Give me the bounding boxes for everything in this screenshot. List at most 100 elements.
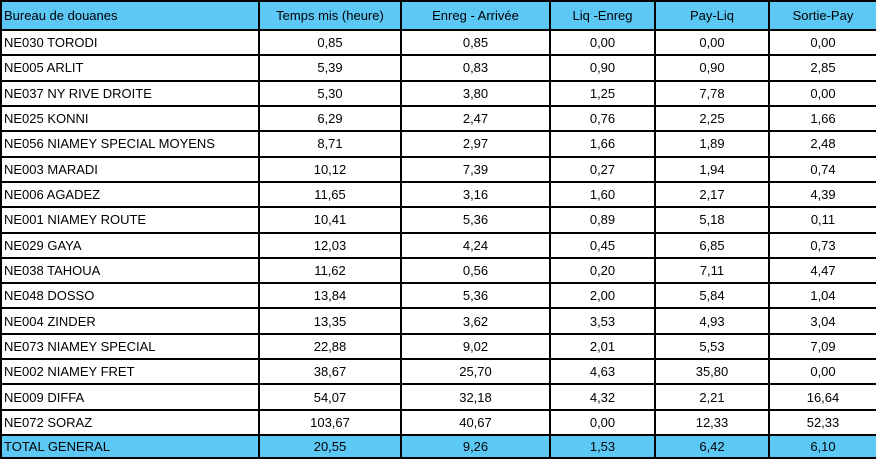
bureau-cell: NE029 GAYA bbox=[0, 231, 260, 259]
bureau-cell: NE025 KONNI bbox=[0, 104, 260, 133]
temps-mis-cell: 54,07 bbox=[258, 383, 402, 411]
liq-enreg-cell: 4,32 bbox=[549, 383, 656, 411]
table-row: NE009 DIFFA 54,07 32,18 4,32 2,21 16,64 bbox=[0, 383, 876, 411]
liq-enreg-cell: 1,25 bbox=[549, 79, 656, 107]
total-row: TOTAL GENERAL 20,55 9,26 1,53 6,42 6,10 bbox=[0, 434, 876, 459]
total-temps-mis: 20,55 bbox=[258, 434, 402, 459]
bureau-cell: NE006 AGADEZ bbox=[0, 180, 260, 209]
header-row: Bureau de douanes Temps mis (heure) Enre… bbox=[0, 0, 876, 31]
bureau-cell: NE030 TORODI bbox=[0, 28, 260, 57]
temps-mis-cell: 12,03 bbox=[258, 231, 402, 259]
header-bureau: Bureau de douanes bbox=[0, 0, 260, 31]
sortie-pay-cell: 52,33 bbox=[768, 408, 876, 437]
enreg-arrivee-cell: 5,36 bbox=[400, 282, 551, 310]
pay-liq-cell: 1,89 bbox=[654, 130, 770, 158]
liq-enreg-cell: 0,00 bbox=[549, 28, 656, 57]
total-pay-liq: 6,42 bbox=[654, 434, 770, 459]
sortie-pay-cell: 16,64 bbox=[768, 383, 876, 411]
table-row: NE073 NIAMEY SPECIAL 22,88 9,02 2,01 5,53 7,0… bbox=[0, 332, 876, 361]
sortie-pay-cell: 1,66 bbox=[768, 104, 876, 133]
enreg-arrivee-cell: 7,39 bbox=[400, 155, 551, 183]
total-liq-enreg: 1,53 bbox=[549, 434, 656, 459]
table-row: NE030 TORODI 0,85 0,85 0,00 0,00 0,00 bbox=[0, 28, 876, 57]
bureau-cell: NE004 ZINDER bbox=[0, 307, 260, 335]
liq-enreg-cell: 3,53 bbox=[549, 307, 656, 335]
enreg-arrivee-cell: 0,56 bbox=[400, 256, 551, 285]
table-row: NE048 DOSSO 13,84 5,36 2,00 5,84 1,04 bbox=[0, 282, 876, 310]
temps-mis-cell: 11,65 bbox=[258, 180, 402, 209]
header-pay-liq: Pay-Liq bbox=[654, 0, 770, 31]
bureau-cell: NE009 DIFFA bbox=[0, 383, 260, 411]
sortie-pay-cell: 0,73 bbox=[768, 231, 876, 259]
bureau-cell: NE005 ARLIT bbox=[0, 54, 260, 82]
pay-liq-cell: 0,00 bbox=[654, 28, 770, 57]
bureau-cell: NE003 MARADI bbox=[0, 155, 260, 183]
liq-enreg-cell: 0,27 bbox=[549, 155, 656, 183]
temps-mis-cell: 22,88 bbox=[258, 332, 402, 361]
enreg-arrivee-cell: 0,85 bbox=[400, 28, 551, 57]
pay-liq-cell: 5,18 bbox=[654, 206, 770, 234]
temps-mis-cell: 10,12 bbox=[258, 155, 402, 183]
sortie-pay-cell: 2,85 bbox=[768, 54, 876, 82]
sortie-pay-cell: 3,04 bbox=[768, 307, 876, 335]
pay-liq-cell: 2,21 bbox=[654, 383, 770, 411]
pay-liq-cell: 4,93 bbox=[654, 307, 770, 335]
sortie-pay-cell: 0,74 bbox=[768, 155, 876, 183]
table-row: NE002 NIAMEY FRET 38,67 25,70 4,63 35,80 0,00 bbox=[0, 358, 876, 386]
bureau-cell: NE072 SORAZ bbox=[0, 408, 260, 437]
total-enreg-arrivee: 9,26 bbox=[400, 434, 551, 459]
sortie-pay-cell: 0,00 bbox=[768, 358, 876, 386]
pay-liq-cell: 0,90 bbox=[654, 54, 770, 82]
temps-mis-cell: 38,67 bbox=[258, 358, 402, 386]
pay-liq-cell: 6,85 bbox=[654, 231, 770, 259]
enreg-arrivee-cell: 2,97 bbox=[400, 130, 551, 158]
sortie-pay-cell: 1,04 bbox=[768, 282, 876, 310]
temps-mis-cell: 13,84 bbox=[258, 282, 402, 310]
temps-mis-cell: 13,35 bbox=[258, 307, 402, 335]
table-row: NE003 MARADI 10,12 7,39 0,27 1,94 0,74 bbox=[0, 155, 876, 183]
table-row: NE005 ARLIT 5,39 0,83 0,90 0,90 2,85 bbox=[0, 54, 876, 82]
liq-enreg-cell: 4,63 bbox=[549, 358, 656, 386]
liq-enreg-cell: 0,90 bbox=[549, 54, 656, 82]
pay-liq-cell: 5,84 bbox=[654, 282, 770, 310]
enreg-arrivee-cell: 25,70 bbox=[400, 358, 551, 386]
pay-liq-cell: 7,11 bbox=[654, 256, 770, 285]
liq-enreg-cell: 0,45 bbox=[549, 231, 656, 259]
table-row: NE006 AGADEZ 11,65 3,16 1,60 2,17 4,39 bbox=[0, 180, 876, 209]
enreg-arrivee-cell: 2,47 bbox=[400, 104, 551, 133]
bureau-cell: NE002 NIAMEY FRET bbox=[0, 358, 260, 386]
header-sortie-pay: Sortie-Pay bbox=[768, 0, 876, 31]
temps-mis-cell: 103,67 bbox=[258, 408, 402, 437]
pay-liq-cell: 35,80 bbox=[654, 358, 770, 386]
pay-liq-cell: 2,25 bbox=[654, 104, 770, 133]
pay-liq-cell: 5,53 bbox=[654, 332, 770, 361]
sortie-pay-cell: 0,00 bbox=[768, 28, 876, 57]
liq-enreg-cell: 2,01 bbox=[549, 332, 656, 361]
table-row: NE004 ZINDER 13,35 3,62 3,53 4,93 3,04 bbox=[0, 307, 876, 335]
sortie-pay-cell: 4,39 bbox=[768, 180, 876, 209]
liq-enreg-cell: 0,20 bbox=[549, 256, 656, 285]
enreg-arrivee-cell: 5,36 bbox=[400, 206, 551, 234]
liq-enreg-cell: 1,66 bbox=[549, 130, 656, 158]
sortie-pay-cell: 7,09 bbox=[768, 332, 876, 361]
table-row: NE038 TAHOUA 11,62 0,56 0,20 7,11 4,47 bbox=[0, 256, 876, 285]
header-temps-mis: Temps mis (heure) bbox=[258, 0, 402, 31]
enreg-arrivee-cell: 3,16 bbox=[400, 180, 551, 209]
sortie-pay-cell: 0,00 bbox=[768, 79, 876, 107]
sortie-pay-cell: 2,48 bbox=[768, 130, 876, 158]
bureau-cell: NE038 TAHOUA bbox=[0, 256, 260, 285]
temps-mis-cell: 5,39 bbox=[258, 54, 402, 82]
bureau-cell: NE073 NIAMEY SPECIAL bbox=[0, 332, 260, 361]
bureau-cell: NE048 DOSSO bbox=[0, 282, 260, 310]
temps-mis-cell: 8,71 bbox=[258, 130, 402, 158]
table-row: NE001 NIAMEY ROUTE 10,41 5,36 0,89 5,18 0,11 bbox=[0, 206, 876, 234]
sortie-pay-cell: 0,11 bbox=[768, 206, 876, 234]
total-label: TOTAL GENERAL bbox=[0, 434, 260, 459]
enreg-arrivee-cell: 32,18 bbox=[400, 383, 551, 411]
temps-mis-cell: 0,85 bbox=[258, 28, 402, 57]
sortie-pay-cell: 4,47 bbox=[768, 256, 876, 285]
liq-enreg-cell: 0,76 bbox=[549, 104, 656, 133]
temps-mis-cell: 10,41 bbox=[258, 206, 402, 234]
total-sortie-pay: 6,10 bbox=[768, 434, 876, 459]
